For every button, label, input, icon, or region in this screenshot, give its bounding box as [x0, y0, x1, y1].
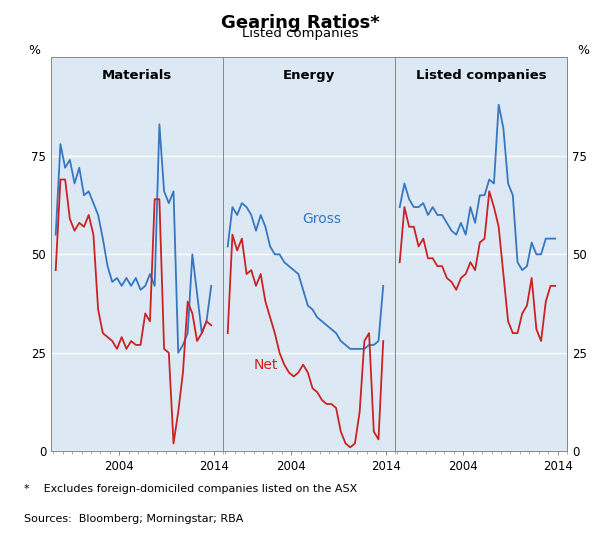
Text: *    Excludes foreign-domiciled companies listed on the ASX: * Excludes foreign-domiciled companies l…	[24, 484, 357, 494]
Text: %: %	[577, 44, 589, 57]
Text: Listed companies: Listed companies	[242, 27, 358, 40]
Text: %: %	[29, 44, 41, 57]
Text: Energy: Energy	[283, 69, 335, 82]
Text: Gross: Gross	[302, 212, 341, 226]
Text: Materials: Materials	[102, 69, 172, 82]
Text: Gearing Ratios*: Gearing Ratios*	[221, 14, 379, 32]
Text: Sources:  Bloomberg; Morningstar; RBA: Sources: Bloomberg; Morningstar; RBA	[24, 514, 244, 524]
Text: Listed companies: Listed companies	[416, 69, 547, 82]
Text: Net: Net	[254, 358, 278, 371]
